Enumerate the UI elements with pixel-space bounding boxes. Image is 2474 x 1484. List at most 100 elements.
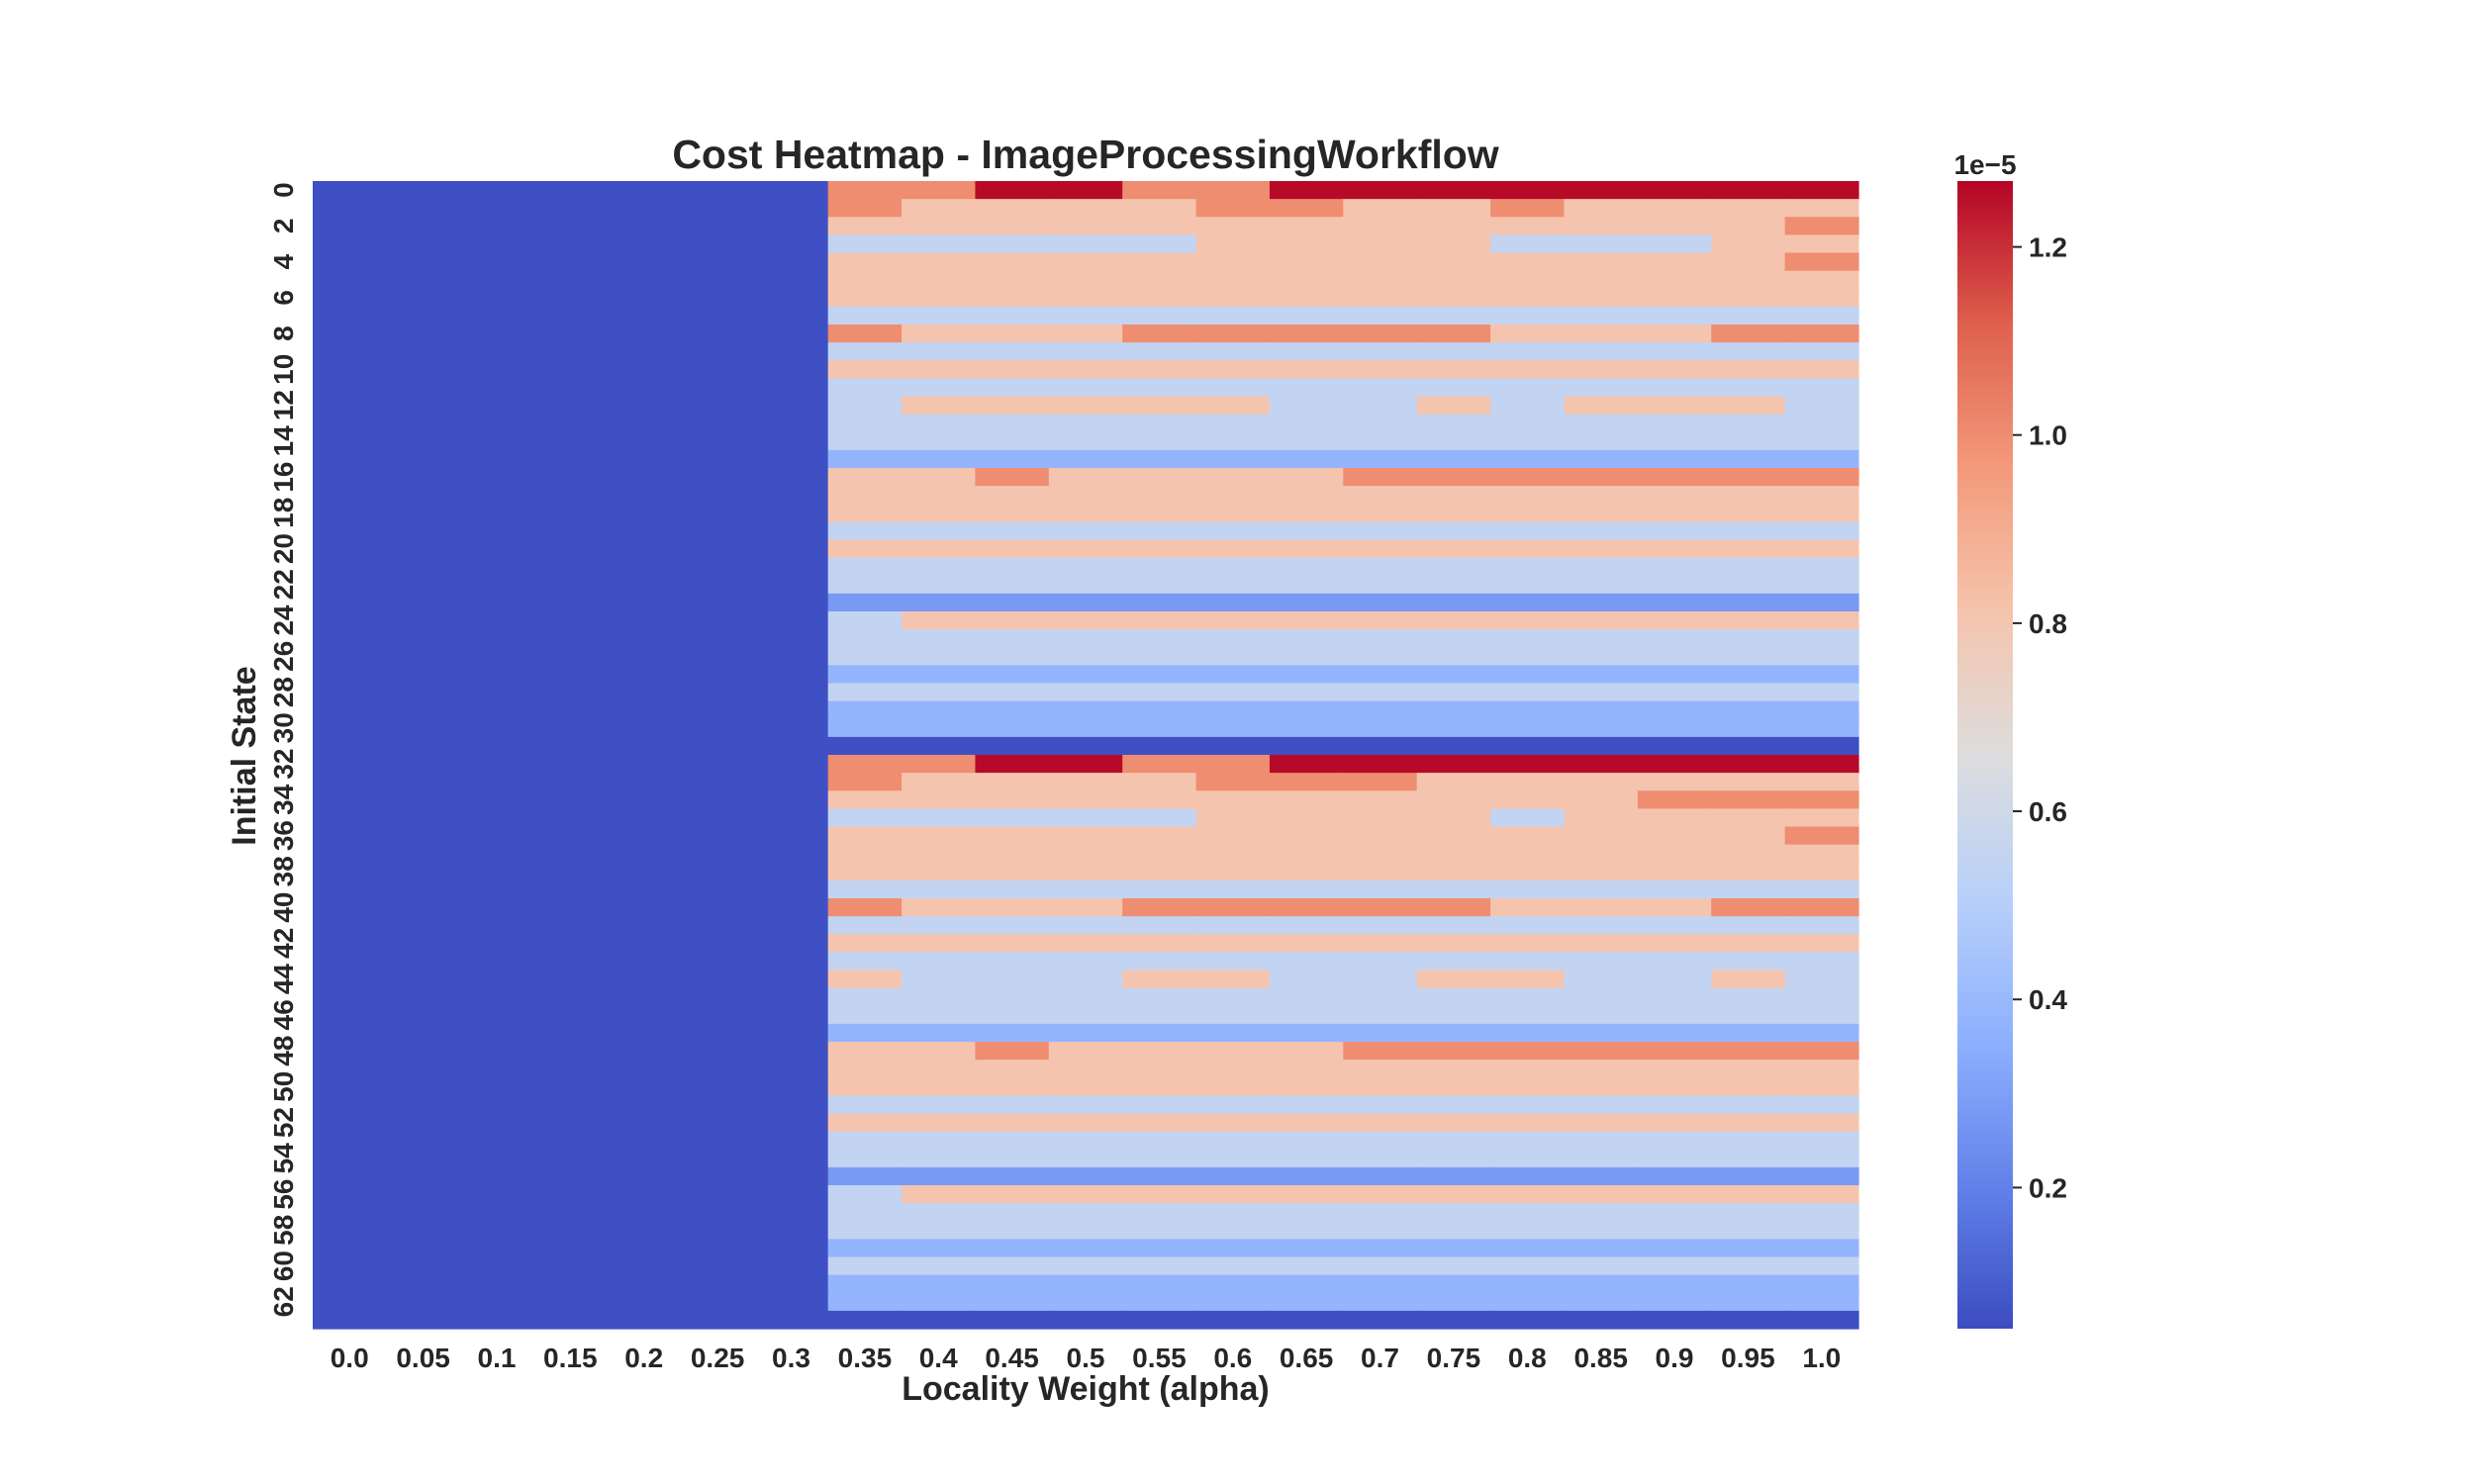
heatmap-cell xyxy=(1269,288,1344,308)
heatmap-cell xyxy=(533,486,609,505)
heatmap-cell xyxy=(827,360,903,379)
heatmap-cell xyxy=(975,1221,1050,1240)
heatmap-cell xyxy=(1637,916,1712,935)
heatmap-cell xyxy=(1490,862,1566,881)
heatmap-cell xyxy=(386,1095,461,1115)
heatmap-cell xyxy=(459,1256,534,1276)
heatmap-cell xyxy=(1490,844,1566,864)
heatmap-cell xyxy=(1637,1166,1712,1186)
heatmap-cell xyxy=(533,898,609,917)
heatmap-cell xyxy=(1564,414,1639,433)
heatmap-cell xyxy=(902,862,977,881)
heatmap-cell xyxy=(533,611,609,630)
heatmap-cell xyxy=(1122,468,1197,487)
heatmap-cell xyxy=(1711,1042,1786,1061)
heatmap-cell xyxy=(1637,378,1712,398)
heatmap-cell xyxy=(680,1005,755,1025)
heatmap-cell xyxy=(1711,880,1786,899)
heatmap-cell xyxy=(1048,414,1123,433)
heatmap-cell xyxy=(1416,1149,1491,1168)
heatmap-cell xyxy=(459,252,534,272)
heatmap-cell xyxy=(680,539,755,559)
x-tick-label: 0.15 xyxy=(543,1343,598,1373)
heatmap-cell xyxy=(1343,521,1418,541)
heatmap-cell xyxy=(1048,790,1123,809)
heatmap-cell xyxy=(754,808,829,828)
heatmap-cell xyxy=(1711,1221,1786,1240)
heatmap-cell xyxy=(533,1239,609,1258)
heatmap-cell xyxy=(680,325,755,343)
heatmap-cell xyxy=(975,952,1050,972)
heatmap-cell xyxy=(827,1239,903,1258)
heatmap-cell xyxy=(1564,844,1639,864)
heatmap-cell xyxy=(533,539,609,559)
colorbar-exponent-label: 1e−5 xyxy=(1953,149,2016,180)
heatmap-cell xyxy=(533,916,609,935)
heatmap-cell xyxy=(1784,1131,1859,1151)
heatmap-cell xyxy=(1711,898,1786,917)
x-tick-label: 0.55 xyxy=(1132,1343,1187,1373)
heatmap-cell xyxy=(1269,1185,1344,1204)
heatmap-cell xyxy=(533,396,609,416)
heatmap-cell xyxy=(1784,325,1859,343)
heatmap-cell xyxy=(1343,700,1418,720)
heatmap-cell xyxy=(607,252,682,272)
heatmap-cell xyxy=(1490,396,1566,416)
heatmap-cell xyxy=(386,1292,461,1312)
heatmap-cell xyxy=(754,270,829,290)
heatmap-cell xyxy=(386,199,461,218)
y-tick-label: 24 xyxy=(268,604,299,636)
heatmap-cell xyxy=(680,217,755,235)
heatmap-cell xyxy=(1416,952,1491,972)
heatmap-cell xyxy=(1637,934,1712,953)
heatmap-cell xyxy=(1784,575,1859,595)
heatmap-cell xyxy=(1048,952,1123,972)
heatmap-cell xyxy=(1711,593,1786,612)
heatmap-cell xyxy=(533,952,609,972)
heatmap-cell xyxy=(680,1292,755,1312)
heatmap-cell xyxy=(902,683,977,702)
heatmap-cell xyxy=(680,414,755,433)
heatmap-cell xyxy=(1269,1274,1344,1294)
heatmap-cell xyxy=(459,270,534,290)
heatmap-cell xyxy=(1048,396,1123,416)
heatmap-cell xyxy=(533,987,609,1007)
heatmap-cell xyxy=(1564,1023,1639,1043)
heatmap-cell xyxy=(459,826,534,846)
x-axis-ticks: 0.0 0.05 0.1 0.15 0.2 0.25 0.3 0.35 0.4 0.45 0.5 0.… xyxy=(331,1343,1842,1373)
heatmap-cell xyxy=(1416,199,1491,218)
heatmap-cell xyxy=(754,629,829,648)
heatmap-cell xyxy=(1564,1095,1639,1115)
heatmap-cell xyxy=(459,557,534,577)
heatmap-cell xyxy=(1564,593,1639,612)
heatmap-cell xyxy=(1637,396,1712,416)
y-axis-ticks: 0246810121416182022242628303234363840424… xyxy=(268,182,299,1317)
heatmap-cell xyxy=(827,1095,903,1115)
heatmap-cell xyxy=(1195,252,1271,272)
heatmap-cell xyxy=(1122,934,1197,953)
heatmap-cell xyxy=(386,1077,461,1096)
heatmap-cell xyxy=(680,790,755,809)
heatmap-cell xyxy=(607,414,682,433)
heatmap-cell xyxy=(827,952,903,972)
heatmap-cell xyxy=(1048,844,1123,864)
heatmap-cell xyxy=(1564,1005,1639,1025)
heatmap-cell xyxy=(902,1042,977,1061)
heatmap-cell xyxy=(1269,647,1344,666)
heatmap-cell xyxy=(1416,288,1491,308)
heatmap-cell xyxy=(827,773,903,791)
heatmap-cell xyxy=(1564,431,1639,451)
heatmap-cell xyxy=(680,718,755,738)
heatmap-cell xyxy=(1490,539,1566,559)
heatmap-cell xyxy=(975,1095,1050,1115)
heatmap-cell xyxy=(313,790,387,809)
heatmap-cell xyxy=(1269,862,1344,881)
heatmap-cell xyxy=(313,521,387,541)
heatmap-cell xyxy=(1048,1292,1123,1312)
heatmap-cell xyxy=(680,486,755,505)
heatmap-cell xyxy=(1195,755,1271,774)
heatmap-cell xyxy=(386,414,461,433)
heatmap-cell xyxy=(607,342,682,361)
heatmap-cell xyxy=(902,647,977,666)
heatmap-cell xyxy=(1343,683,1418,702)
